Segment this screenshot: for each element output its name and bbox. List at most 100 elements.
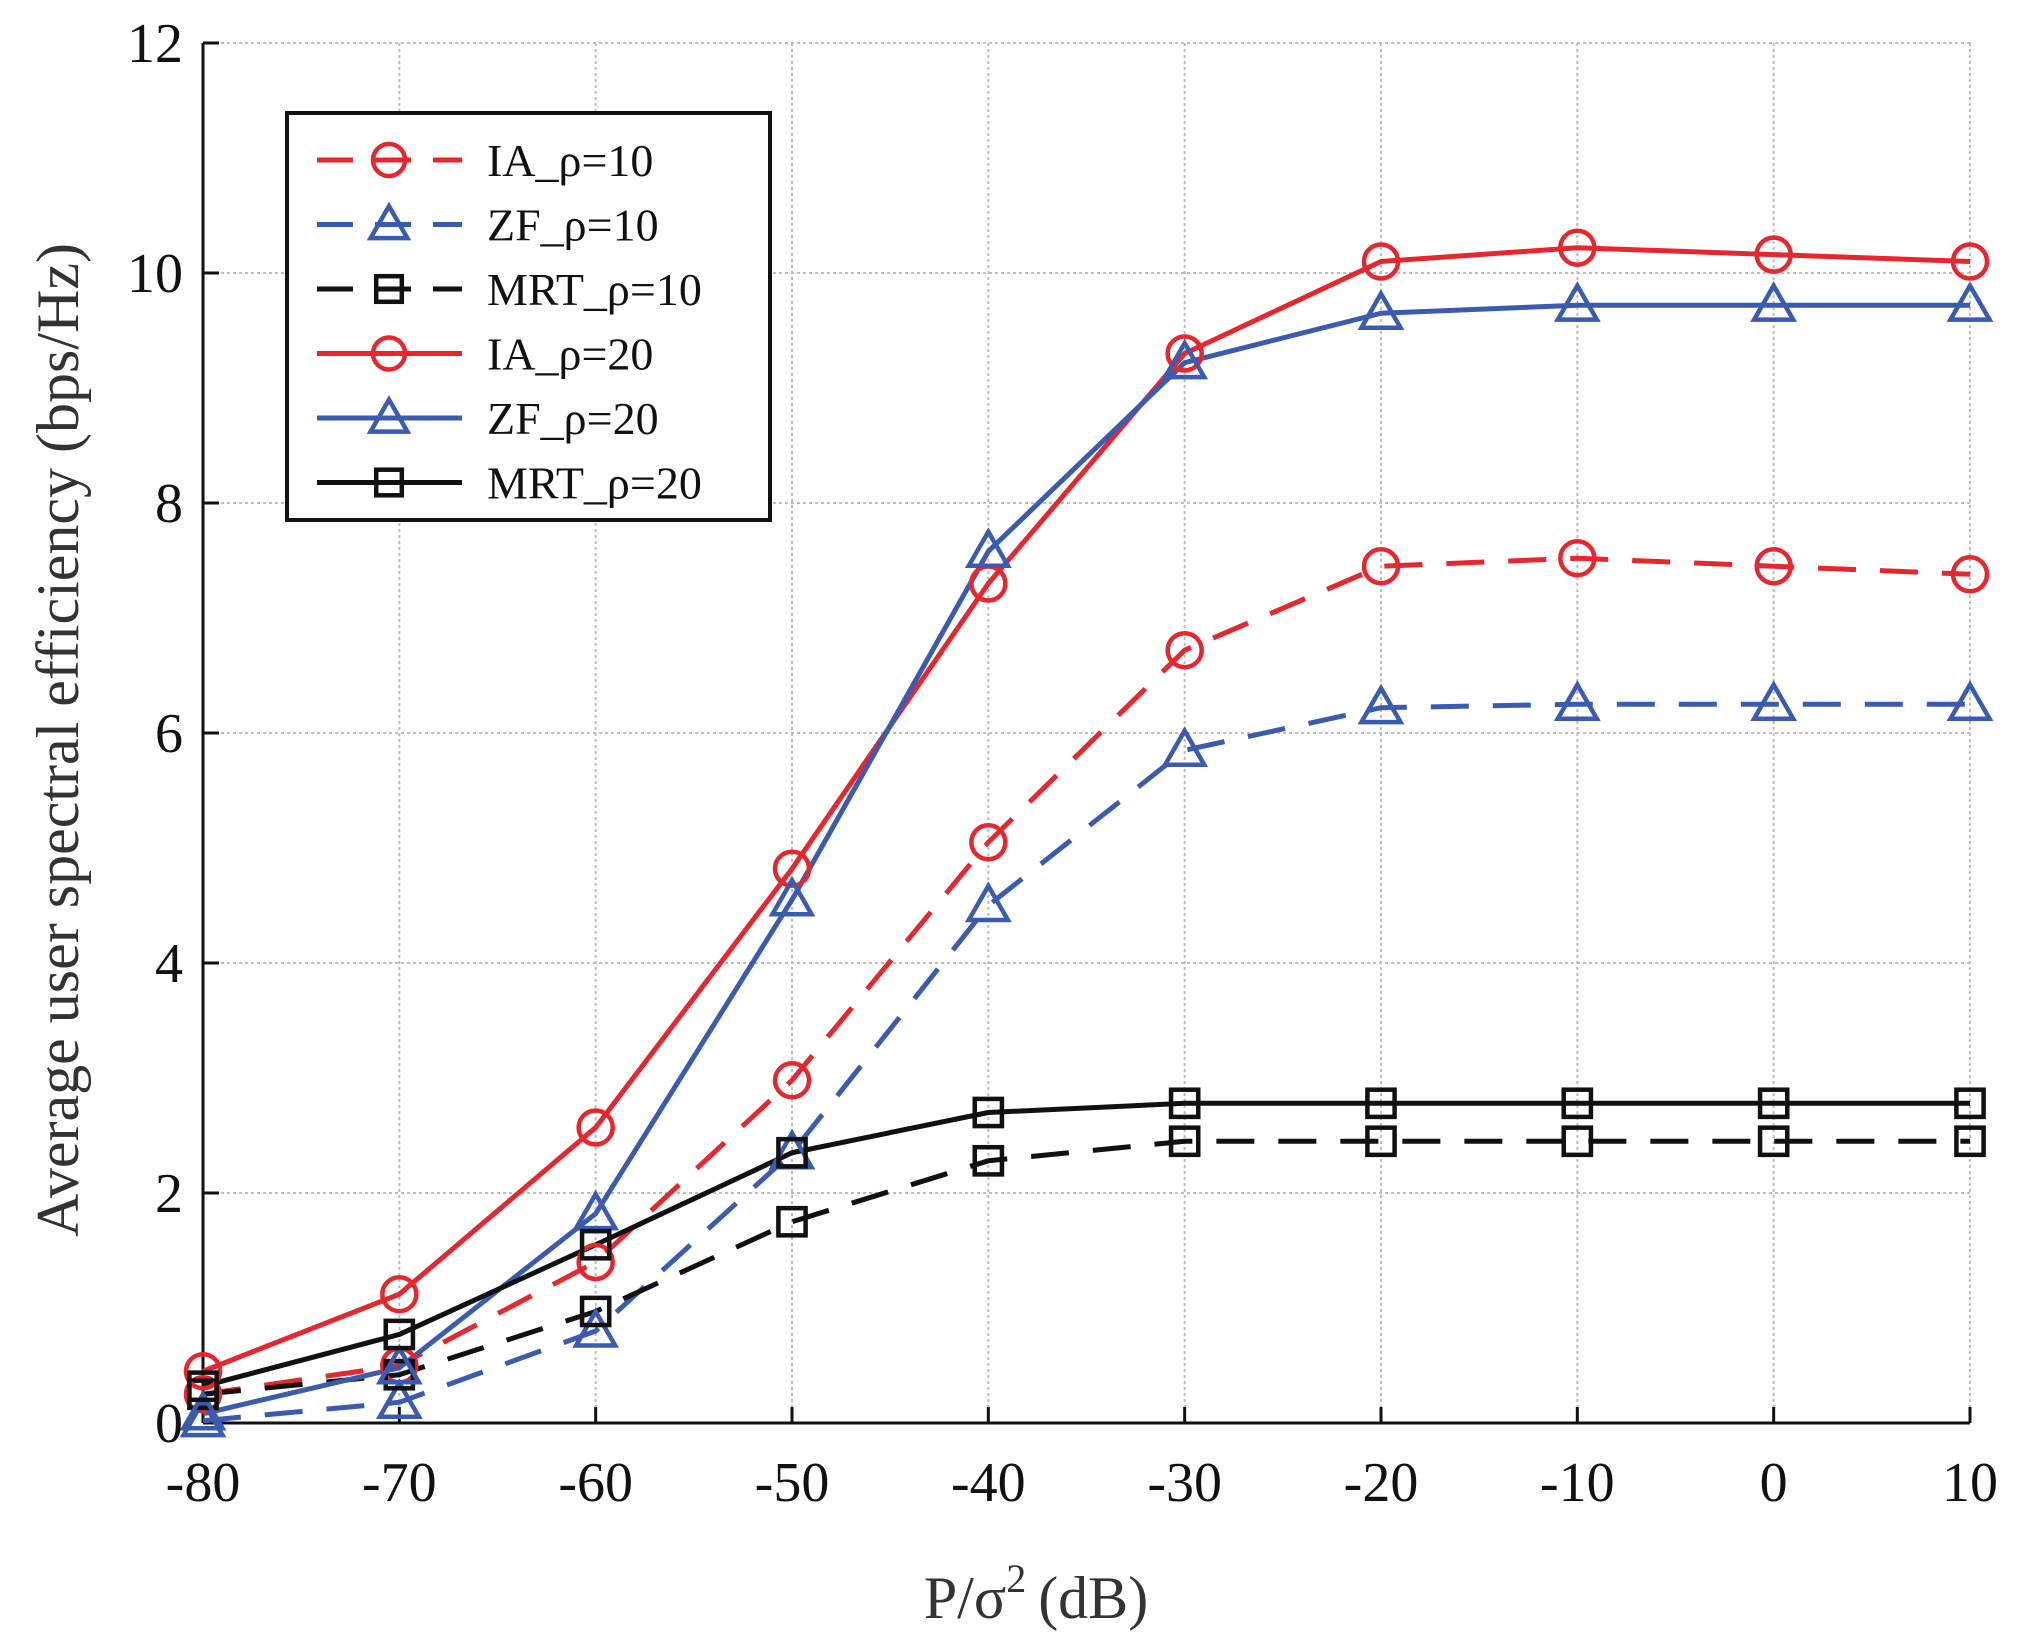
data-point-5 — [972, 1096, 1005, 1129]
data-point-2 — [579, 1295, 612, 1328]
data-point-3 — [1558, 228, 1597, 267]
legend-label-4: ZF_ρ=20 — [487, 393, 659, 444]
x-tick-label: -10 — [1540, 1452, 1615, 1514]
data-point-4 — [572, 1189, 620, 1231]
data-point-1 — [375, 1378, 423, 1419]
data-point-4 — [768, 875, 816, 917]
legend-marker-0 — [370, 141, 408, 179]
x-tick-label: -20 — [1344, 1452, 1419, 1514]
data-point-4 — [1946, 281, 1994, 322]
x-tick-label: -40 — [951, 1452, 1026, 1514]
data-point-2 — [1954, 1125, 1986, 1158]
data-point-3 — [772, 849, 812, 888]
data-point-2 — [1561, 1125, 1594, 1158]
data-point-1 — [572, 1306, 620, 1348]
data-point-5 — [1168, 1087, 1201, 1120]
x-tick-label: 0 — [1760, 1452, 1788, 1514]
x-tick-label: -70 — [362, 1452, 437, 1514]
data-point-4 — [1750, 281, 1798, 322]
data-point-1 — [1750, 680, 1798, 721]
y-tick-label: 12 — [127, 13, 183, 75]
data-point-2 — [1365, 1125, 1397, 1158]
data-point-4 — [179, 1389, 227, 1431]
data-point-3 — [1361, 242, 1401, 281]
y-tick-label: 8 — [155, 473, 183, 535]
data-point-2 — [776, 1205, 808, 1238]
legend-label-5: MRT_ρ=20 — [487, 458, 702, 509]
data-point-3 — [1754, 235, 1793, 274]
data-point-3 — [380, 1274, 419, 1314]
legend-label-0: IA_ρ=10 — [487, 135, 653, 186]
data-point-0 — [969, 823, 1008, 862]
x-axis-label-main: P/σ — [924, 1565, 1006, 1631]
series-line-0 — [202, 555, 1971, 1397]
data-point-0 — [1558, 538, 1597, 578]
x-axis-label-superscript: 2 — [1006, 1556, 1026, 1601]
y-tick-label: 4 — [155, 933, 183, 995]
data-point-2 — [972, 1144, 1005, 1177]
data-point-0 — [772, 1061, 812, 1100]
data-point-1 — [1357, 683, 1405, 725]
data-point-1 — [1946, 680, 1994, 721]
series-line-2 — [202, 1138, 1970, 1397]
data-point-1 — [179, 1396, 227, 1438]
legend-marker-5 — [373, 467, 405, 498]
x-tick-label: 10 — [1942, 1452, 1998, 1514]
x-tick-label: -30 — [1147, 1452, 1222, 1514]
data-point-1 — [1161, 726, 1209, 767]
data-point-5 — [1757, 1087, 1790, 1120]
data-point-5 — [1561, 1087, 1594, 1120]
data-point-4 — [375, 1343, 423, 1385]
data-point-5 — [579, 1228, 612, 1261]
legend-box — [285, 111, 772, 522]
legend-marker-3 — [370, 335, 408, 372]
data-point-5 — [1954, 1087, 1986, 1120]
legend: IA_ρ=10 ZF_ρ=10 MRT_ρ=10 IA_ρ=20 ZF_ρ=20 MRT_… — [285, 111, 772, 522]
legend-label-3: IA_ρ=20 — [487, 329, 653, 380]
x-axis-label: P/σ2 (dB) — [924, 1556, 1148, 1631]
y-tick-label: 0 — [155, 1393, 183, 1455]
data-point-2 — [1757, 1125, 1790, 1158]
series-lines — [202, 245, 1971, 1424]
x-tick-label: -50 — [755, 1452, 830, 1514]
data-point-5 — [776, 1136, 808, 1169]
data-point-0 — [183, 1375, 223, 1414]
data-point-5 — [1365, 1087, 1397, 1120]
y-axis-label: Average user spectral efficiency (bps/Hz… — [25, 243, 91, 1237]
data-point-4 — [1553, 281, 1601, 322]
data-point-0 — [1950, 555, 1990, 594]
data-point-5 — [383, 1318, 416, 1351]
data-point-4 — [964, 527, 1012, 568]
data-point-2 — [1168, 1125, 1201, 1158]
data-point-4 — [1357, 289, 1405, 330]
data-point-5 — [187, 1370, 219, 1403]
data-point-0 — [1754, 547, 1793, 586]
x-axis-label-unit: (dB) — [1038, 1565, 1148, 1631]
data-point-1 — [1553, 680, 1601, 721]
data-point-3 — [183, 1352, 223, 1391]
series-line-5 — [202, 1100, 1970, 1389]
y-tick-label: 2 — [155, 1163, 183, 1225]
series-markers — [179, 228, 1994, 1438]
tick-labels: -80 -70 -60 -50 -40 -30 -20 -10 0 10 0 2 4 6 8 10 12 — [127, 13, 1998, 1514]
x-tick-label: -60 — [558, 1452, 633, 1514]
series-line-3 — [202, 245, 1971, 1374]
data-point-0 — [1165, 630, 1204, 670]
legend-label-1: ZF_ρ=10 — [487, 200, 659, 251]
legend-marker-4 — [366, 395, 412, 434]
data-point-1 — [964, 881, 1012, 923]
data-point-4 — [1161, 338, 1209, 380]
data-point-3 — [576, 1108, 615, 1147]
data-point-3 — [1950, 242, 1990, 281]
legend-marker-1 — [366, 201, 412, 241]
x-tick-label: -80 — [166, 1452, 241, 1514]
data-point-0 — [1361, 547, 1401, 586]
y-tick-label: 10 — [127, 243, 183, 305]
data-point-3 — [1165, 334, 1204, 373]
legend-marker-2 — [373, 273, 405, 305]
legend-label-2: MRT_ρ=10 — [487, 264, 702, 315]
data-point-0 — [576, 1242, 615, 1282]
y-tick-label: 6 — [155, 703, 183, 765]
